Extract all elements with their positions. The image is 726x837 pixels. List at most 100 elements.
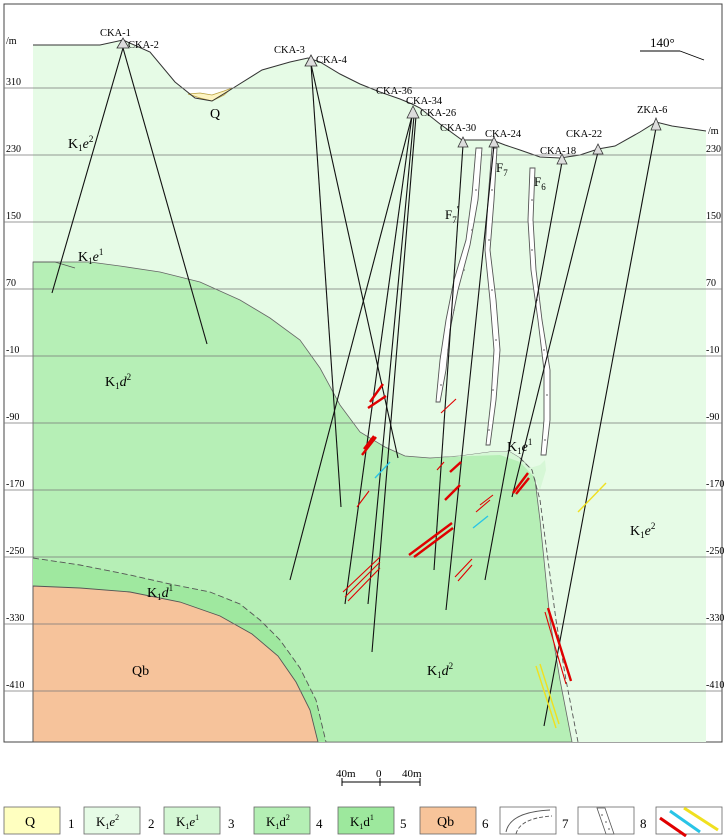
elev-label: 70 xyxy=(706,278,716,289)
fault-f7-zone xyxy=(484,147,501,446)
borehole-trace-cka36a xyxy=(289,115,413,581)
rig-icon xyxy=(556,153,568,165)
direction-indicator: 140° xyxy=(640,35,705,61)
legend-label-k1d1: K1d1 xyxy=(350,813,374,831)
borehole-label: CKA-3 xyxy=(274,45,305,56)
borehole-rig-markers xyxy=(116,37,662,165)
elevation-gridlines xyxy=(4,87,722,692)
borehole-label: ZKA-6 xyxy=(637,105,667,116)
borehole-label: CKA-36 xyxy=(376,86,412,97)
fault-f7prime-zone xyxy=(435,147,483,403)
ore-vein-red xyxy=(546,607,573,682)
ore-vein-red-thin xyxy=(479,494,494,506)
borehole-label: CKA-24 xyxy=(485,129,522,140)
borehole-traces xyxy=(51,47,657,727)
borehole-trace-cka36b xyxy=(344,115,413,605)
elevation-labels-right: /m 230 150 70 -10 -90 -170 -250 -330 -41… xyxy=(706,126,724,691)
unit-label-k1d1: K1d1 xyxy=(147,583,173,602)
elev-label: -250 xyxy=(706,546,724,557)
ore-vein-yellow xyxy=(577,482,607,513)
elev-label: -330 xyxy=(706,613,724,624)
fault-label-f7prime: F7′ xyxy=(445,205,459,225)
elev-label: 310 xyxy=(6,77,21,88)
legend-label-k1e2: K1e2 xyxy=(96,813,119,831)
borehole-trace-cka30 xyxy=(433,144,464,571)
unit-label-k1e2-right: K1e2 xyxy=(630,521,655,540)
ore-vein-red-thin xyxy=(436,461,445,471)
elev-label: 230 xyxy=(706,144,721,155)
elev-label: -410 xyxy=(706,680,724,691)
legend-num: 3 xyxy=(228,816,235,831)
ore-vein-red xyxy=(367,395,387,409)
ore-vein-cyan xyxy=(374,461,391,479)
borehole-trace-cka34 xyxy=(367,115,415,605)
elev-label: 230 xyxy=(6,144,21,155)
legend-swatch-ore xyxy=(655,806,723,835)
fault-labels: F7 F7′ F6 xyxy=(445,160,546,225)
borehole-trace-zka6 xyxy=(543,127,657,727)
legend-label-k1e1: K1e1 xyxy=(176,813,199,831)
ore-vein-red xyxy=(512,472,529,494)
ore-vein-red-thin xyxy=(440,398,457,414)
rig-icon xyxy=(406,105,420,119)
legend-num: 1 xyxy=(68,816,75,831)
k1d1-top-boundary xyxy=(32,557,327,743)
elev-label: 70 xyxy=(6,278,16,289)
borehole-label: CKA-34 xyxy=(406,96,443,107)
ore-vein-red xyxy=(449,461,462,473)
topography-line xyxy=(33,39,707,159)
borehole-trace-cka2 xyxy=(122,47,208,345)
scale-label-mid: 0 xyxy=(376,768,382,780)
ore-vein-red xyxy=(408,522,453,556)
ore-vein-yellow xyxy=(535,665,557,729)
rig-icon xyxy=(457,136,469,148)
borehole-trace-cka1 xyxy=(51,47,124,294)
borehole-trace-cka4 xyxy=(310,63,399,459)
elev-unit-right: /m xyxy=(708,126,719,137)
rig-icon xyxy=(304,54,318,67)
legend-swatch-q xyxy=(3,806,61,835)
legend-swatch-qb xyxy=(419,806,477,835)
elev-label: -10 xyxy=(706,345,719,356)
ore-vein-red-thin xyxy=(544,611,567,685)
elev-label: -330 xyxy=(6,613,24,624)
unit-label-k1d2-left: K1d2 xyxy=(105,372,131,391)
legend-num: 6 xyxy=(482,816,489,831)
borehole-label: CKA-2 xyxy=(128,40,159,51)
borehole-label: CKA-18 xyxy=(540,146,576,157)
elev-label: -170 xyxy=(706,479,724,490)
fault-label-f6: F6 xyxy=(534,174,546,192)
unit-label-q: Q xyxy=(210,107,220,122)
elev-label: 150 xyxy=(706,211,721,222)
legend-label-q: Q xyxy=(25,815,35,830)
ore-vein-red-thin xyxy=(344,561,381,598)
borehole-trace-cka18 xyxy=(484,161,563,581)
legend-swatch-k1d1 xyxy=(337,806,395,835)
elev-label: 150 xyxy=(6,211,21,222)
scale-bar: 40m 0 40m xyxy=(336,768,422,786)
legend-label-qb: Qb xyxy=(437,815,454,830)
legend-ore-cyan xyxy=(669,809,701,834)
fault-label-f7: F7 xyxy=(496,160,508,178)
ore-veins xyxy=(342,383,607,729)
ore-vein-red-thin xyxy=(475,499,491,513)
scale-label-left: 40m xyxy=(336,768,356,780)
legend-swatch-k1e2 xyxy=(83,806,141,835)
elev-unit-left: /m xyxy=(6,36,17,47)
unit-qb-area xyxy=(32,585,319,743)
elev-label: -250 xyxy=(6,546,24,557)
legend-boundary-solid-line xyxy=(505,809,551,833)
ore-vein-red-thin xyxy=(347,567,381,602)
ore-vein-red xyxy=(361,436,377,456)
legend-ore-yellow xyxy=(683,806,719,832)
legend-num: 2 xyxy=(148,816,155,831)
elev-label: -90 xyxy=(6,412,19,423)
ore-vein-red xyxy=(444,484,461,501)
legend-num: 7 xyxy=(562,816,569,831)
ore-vein-red xyxy=(369,383,384,403)
borehole-label: CKA-26 xyxy=(420,108,456,119)
ore-vein-red-thin xyxy=(457,564,473,582)
ore-vein-red-thin xyxy=(356,490,370,508)
elev-label: -10 xyxy=(6,345,19,356)
borehole-trace-cka3 xyxy=(310,63,342,508)
